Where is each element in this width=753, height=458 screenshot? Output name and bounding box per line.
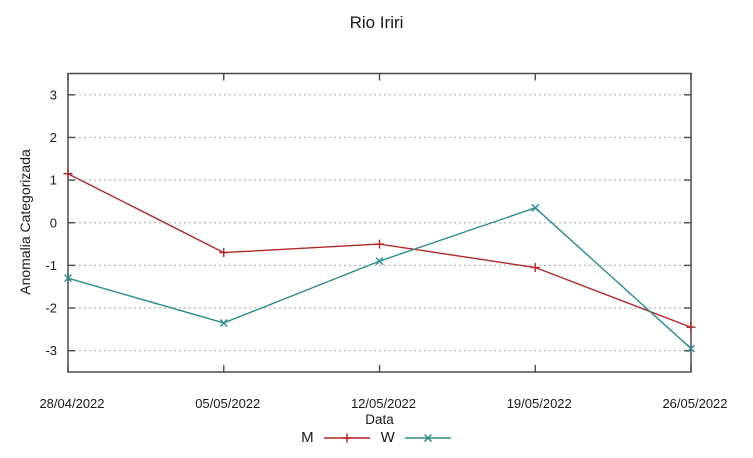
x-axis-label: Data xyxy=(365,412,394,427)
series-line-M xyxy=(67,173,692,328)
y-tick-label: 1 xyxy=(50,173,57,188)
x-tick-label: 05/05/2022 xyxy=(195,396,260,411)
x-tick-label: 12/05/2022 xyxy=(351,396,416,411)
y-tick-labels: -3 -2 -1 0 1 2 3 xyxy=(45,87,57,358)
y-tick-label: 3 xyxy=(50,87,57,102)
x-tick-label: 28/04/2022 xyxy=(39,396,104,411)
axis-ticks xyxy=(67,73,692,372)
chart-title: Rio Iriri xyxy=(349,13,404,32)
y-tick-label: 2 xyxy=(50,130,57,145)
legend-sample-M xyxy=(323,433,370,442)
series-markers-M xyxy=(63,169,696,332)
legend-item-W: W xyxy=(381,429,452,446)
x-tick-labels: 28/04/2022 05/05/2022 12/05/2022 19/05/2022… xyxy=(39,396,727,411)
y-tick-label: -1 xyxy=(45,258,57,273)
legend-sample-W xyxy=(404,433,451,442)
legend-item-M: M xyxy=(301,429,371,446)
legend-label: M xyxy=(301,429,314,446)
series-markers-W xyxy=(64,203,695,353)
plot-border xyxy=(67,72,692,373)
x-tick-label: 26/05/2022 xyxy=(662,396,727,411)
series-line-W xyxy=(67,207,692,350)
grid-lines xyxy=(69,94,690,352)
y-tick-label: 0 xyxy=(50,215,57,230)
x-tick-label: 19/05/2022 xyxy=(507,396,572,411)
y-tick-label: -3 xyxy=(45,343,57,358)
legend-label: W xyxy=(380,429,395,446)
y-tick-label: -2 xyxy=(45,301,57,316)
